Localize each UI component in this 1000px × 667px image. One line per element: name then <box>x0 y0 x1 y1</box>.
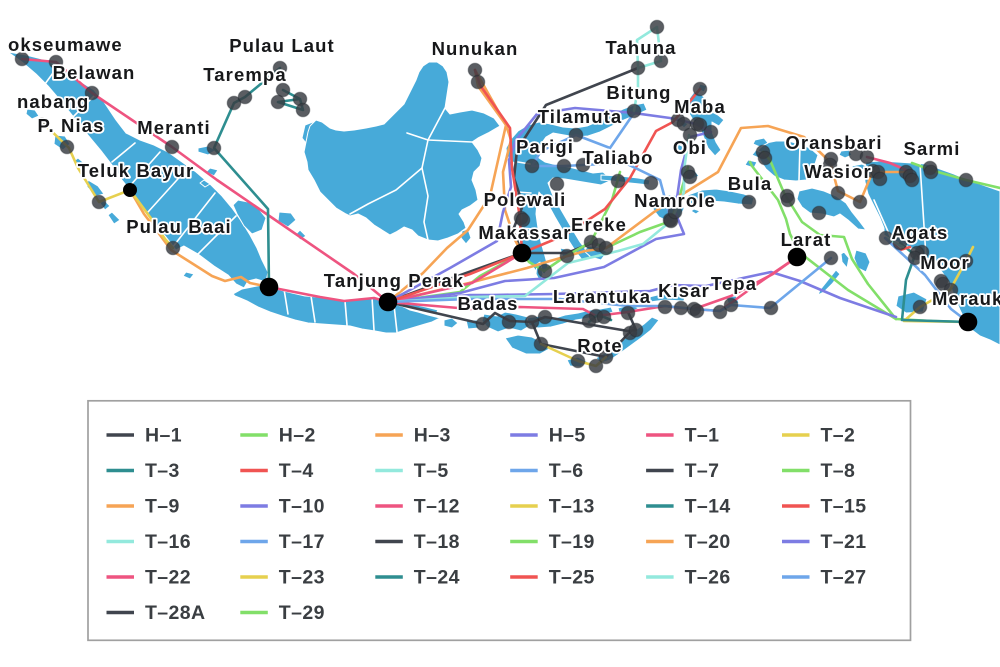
svg-text:Namrole: Namrole <box>634 190 716 211</box>
svg-text:Tarempa: Tarempa <box>203 64 286 85</box>
svg-text:H–1: H–1 <box>145 425 182 447</box>
svg-text:H–5: H–5 <box>549 425 586 447</box>
svg-text:Meranti: Meranti <box>137 117 211 138</box>
svg-text:T–20: T–20 <box>685 531 731 553</box>
svg-text:T–27: T–27 <box>821 567 867 589</box>
svg-text:T–22: T–22 <box>145 567 191 589</box>
svg-text:H–2: H–2 <box>279 425 316 447</box>
svg-text:Obi: Obi <box>673 137 707 158</box>
svg-text:P. Nias: P. Nias <box>37 115 104 136</box>
svg-text:T–24: T–24 <box>414 567 460 589</box>
svg-text:Merauke: Merauke <box>932 288 1000 309</box>
svg-text:T–6: T–6 <box>549 460 584 482</box>
svg-text:T–10: T–10 <box>279 496 325 518</box>
svg-text:nabang: nabang <box>17 91 89 112</box>
svg-text:Polewali: Polewali <box>484 189 567 210</box>
svg-text:Tilamuta: Tilamuta <box>538 106 623 127</box>
svg-text:T–7: T–7 <box>685 460 720 482</box>
svg-text:T–9: T–9 <box>145 496 180 518</box>
svg-text:okseumawe: okseumawe <box>8 34 123 55</box>
svg-text:T–1: T–1 <box>685 425 720 447</box>
svg-text:Pulau Baai: Pulau Baai <box>126 216 232 237</box>
svg-text:Tahuna: Tahuna <box>605 37 676 58</box>
svg-text:T–4: T–4 <box>279 460 314 482</box>
svg-text:T–13: T–13 <box>549 496 595 518</box>
svg-text:T–29: T–29 <box>279 602 325 624</box>
svg-text:Belawan: Belawan <box>53 62 136 83</box>
svg-text:Sarmi: Sarmi <box>904 138 961 159</box>
svg-text:T–19: T–19 <box>549 531 595 553</box>
svg-text:Parigi: Parigi <box>516 136 574 157</box>
svg-text:Tepa: Tepa <box>711 273 757 294</box>
svg-text:T–21: T–21 <box>821 531 867 553</box>
svg-text:T–17: T–17 <box>279 531 325 553</box>
svg-text:T–3: T–3 <box>145 460 180 482</box>
svg-text:H–3: H–3 <box>414 425 451 447</box>
svg-text:Bitung: Bitung <box>606 82 671 103</box>
svg-text:Pulau Laut: Pulau Laut <box>229 35 335 56</box>
svg-text:Tanjung Perak: Tanjung Perak <box>324 270 464 291</box>
svg-text:Teluk Bayur: Teluk Bayur <box>78 160 195 181</box>
svg-text:Oransbari: Oransbari <box>785 132 882 153</box>
svg-text:T–2: T–2 <box>821 425 856 447</box>
svg-text:T–23: T–23 <box>279 567 325 589</box>
svg-text:Taliabo: Taliabo <box>582 147 653 168</box>
svg-text:Bula: Bula <box>728 173 773 194</box>
svg-text:T–28A: T–28A <box>145 602 206 624</box>
svg-text:Maba: Maba <box>674 96 726 117</box>
svg-text:T–5: T–5 <box>414 460 449 482</box>
svg-text:Rote: Rote <box>577 335 623 356</box>
svg-text:Nunukan: Nunukan <box>432 38 519 59</box>
svg-text:Wasior: Wasior <box>804 161 872 182</box>
svg-text:T–15: T–15 <box>821 496 867 518</box>
svg-text:T–8: T–8 <box>821 460 856 482</box>
svg-text:T–18: T–18 <box>414 531 460 553</box>
svg-text:Makassar: Makassar <box>478 222 571 243</box>
svg-text:Moor: Moor <box>920 252 970 273</box>
svg-text:Ereke: Ereke <box>571 214 627 235</box>
svg-text:T–25: T–25 <box>549 567 595 589</box>
svg-text:Badas: Badas <box>457 293 518 314</box>
svg-text:T–26: T–26 <box>685 567 731 589</box>
svg-text:Agats: Agats <box>892 222 949 243</box>
svg-text:T–16: T–16 <box>145 531 191 553</box>
svg-text:Kisar: Kisar <box>658 280 710 301</box>
svg-text:T–14: T–14 <box>685 496 731 518</box>
svg-text:T–12: T–12 <box>414 496 460 518</box>
svg-text:Larantuka: Larantuka <box>553 286 651 307</box>
svg-text:Larat: Larat <box>781 229 832 250</box>
